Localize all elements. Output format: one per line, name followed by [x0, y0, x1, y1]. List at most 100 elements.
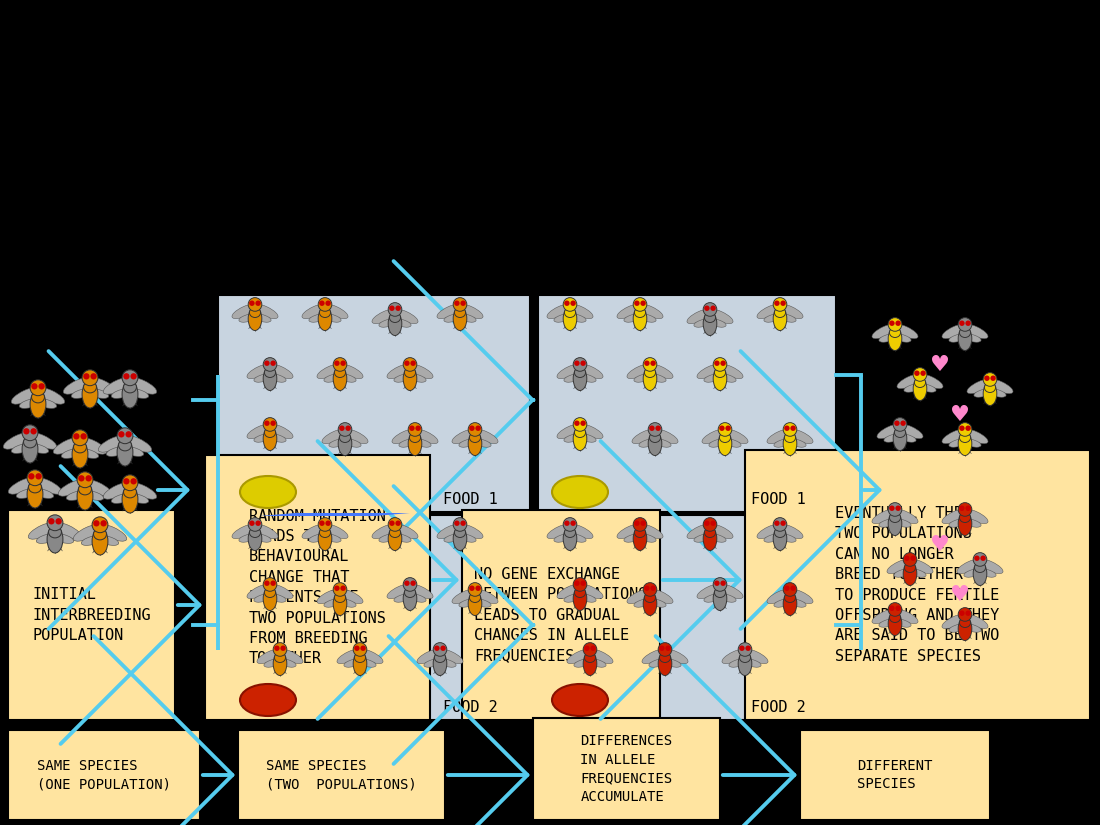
Ellipse shape: [978, 559, 1003, 573]
Ellipse shape: [232, 304, 257, 318]
Ellipse shape: [20, 398, 41, 408]
Ellipse shape: [117, 439, 133, 466]
Ellipse shape: [248, 424, 273, 439]
Ellipse shape: [254, 374, 272, 382]
Ellipse shape: [898, 424, 923, 439]
Circle shape: [784, 426, 790, 431]
Ellipse shape: [707, 524, 733, 539]
Ellipse shape: [617, 524, 642, 539]
Ellipse shape: [409, 432, 420, 442]
Ellipse shape: [452, 429, 477, 444]
Ellipse shape: [16, 488, 37, 498]
Ellipse shape: [624, 314, 642, 323]
Circle shape: [117, 428, 133, 444]
Ellipse shape: [353, 652, 366, 676]
Ellipse shape: [568, 304, 593, 318]
Circle shape: [470, 586, 474, 591]
Ellipse shape: [627, 589, 652, 604]
Ellipse shape: [333, 367, 346, 390]
Ellipse shape: [568, 524, 593, 539]
Ellipse shape: [949, 519, 967, 527]
Ellipse shape: [318, 307, 332, 331]
Text: FOOD 2: FOOD 2: [750, 700, 805, 714]
Ellipse shape: [763, 534, 782, 542]
FancyBboxPatch shape: [538, 295, 836, 512]
FancyBboxPatch shape: [205, 455, 430, 720]
Ellipse shape: [959, 512, 970, 522]
Ellipse shape: [703, 312, 717, 336]
Ellipse shape: [252, 304, 278, 318]
Circle shape: [78, 475, 85, 482]
Ellipse shape: [412, 439, 431, 447]
Ellipse shape: [458, 524, 483, 539]
Ellipse shape: [714, 587, 726, 597]
Ellipse shape: [702, 429, 727, 444]
Ellipse shape: [583, 652, 597, 676]
Ellipse shape: [788, 589, 813, 604]
Ellipse shape: [358, 659, 376, 667]
Circle shape: [720, 361, 726, 366]
Ellipse shape: [9, 477, 38, 494]
Ellipse shape: [774, 599, 792, 607]
Ellipse shape: [340, 432, 351, 442]
Ellipse shape: [958, 432, 971, 455]
Circle shape: [334, 586, 340, 591]
Ellipse shape: [250, 308, 261, 318]
Ellipse shape: [92, 528, 108, 555]
Ellipse shape: [942, 324, 968, 338]
Circle shape: [895, 506, 901, 511]
Text: ♥: ♥: [930, 535, 950, 555]
Ellipse shape: [453, 307, 466, 331]
Circle shape: [704, 521, 710, 526]
Ellipse shape: [557, 424, 583, 439]
Circle shape: [666, 645, 671, 651]
Circle shape: [784, 586, 790, 591]
Circle shape: [454, 300, 460, 306]
Ellipse shape: [648, 599, 667, 607]
Ellipse shape: [742, 659, 761, 667]
Circle shape: [271, 581, 276, 586]
Circle shape: [80, 433, 87, 440]
Ellipse shape: [717, 584, 743, 599]
Ellipse shape: [624, 534, 642, 542]
Circle shape: [318, 298, 332, 311]
Circle shape: [984, 375, 990, 381]
Ellipse shape: [904, 563, 915, 573]
Circle shape: [82, 370, 98, 385]
Ellipse shape: [437, 304, 463, 318]
Ellipse shape: [688, 524, 713, 539]
Circle shape: [959, 320, 965, 326]
Circle shape: [249, 517, 262, 531]
Circle shape: [650, 586, 656, 591]
Ellipse shape: [988, 379, 1013, 394]
Ellipse shape: [949, 624, 967, 632]
Ellipse shape: [962, 324, 988, 338]
Ellipse shape: [573, 427, 586, 450]
Ellipse shape: [267, 424, 293, 439]
Ellipse shape: [11, 387, 41, 404]
Circle shape: [958, 318, 971, 332]
Ellipse shape: [334, 368, 345, 378]
Ellipse shape: [319, 527, 331, 537]
Ellipse shape: [893, 519, 911, 527]
Ellipse shape: [84, 381, 97, 393]
Ellipse shape: [408, 594, 426, 602]
Ellipse shape: [394, 594, 412, 602]
Ellipse shape: [253, 534, 271, 542]
Ellipse shape: [645, 592, 656, 602]
Ellipse shape: [394, 374, 412, 382]
Ellipse shape: [408, 432, 421, 455]
Ellipse shape: [552, 476, 608, 508]
Ellipse shape: [704, 527, 716, 537]
Ellipse shape: [988, 389, 1007, 397]
Circle shape: [404, 581, 409, 586]
FancyBboxPatch shape: [218, 515, 530, 720]
Circle shape: [904, 555, 910, 561]
Circle shape: [894, 421, 900, 426]
Ellipse shape: [252, 524, 278, 539]
Ellipse shape: [578, 364, 603, 379]
Ellipse shape: [578, 594, 596, 602]
Ellipse shape: [318, 527, 332, 550]
Ellipse shape: [704, 594, 722, 602]
Ellipse shape: [128, 389, 148, 398]
